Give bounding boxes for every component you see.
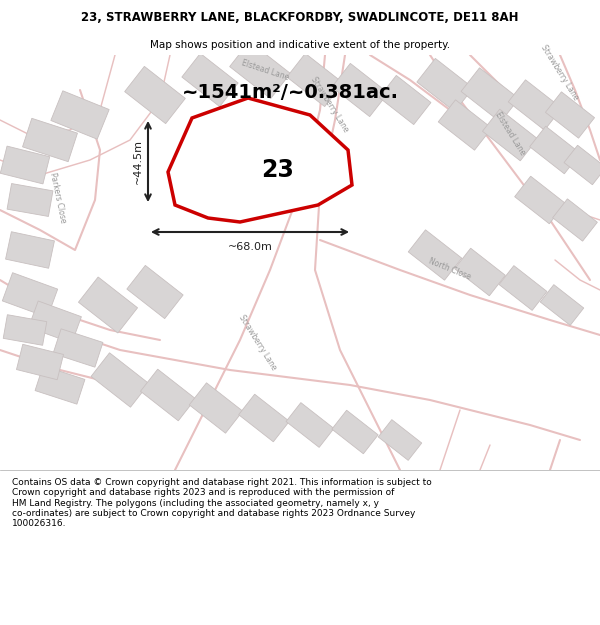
Polygon shape (515, 176, 565, 224)
Polygon shape (499, 266, 547, 311)
Polygon shape (168, 98, 352, 222)
Text: ~44.5m: ~44.5m (133, 139, 143, 184)
Polygon shape (35, 366, 85, 404)
Polygon shape (0, 146, 50, 184)
Polygon shape (332, 410, 378, 454)
Polygon shape (2, 272, 58, 318)
Text: Parkers Close: Parkers Close (48, 172, 68, 224)
Polygon shape (461, 68, 519, 122)
Polygon shape (482, 109, 538, 161)
Polygon shape (332, 63, 388, 117)
Text: ~68.0m: ~68.0m (227, 242, 272, 252)
Polygon shape (53, 329, 103, 367)
Polygon shape (564, 145, 600, 185)
Polygon shape (417, 58, 473, 112)
Polygon shape (408, 230, 462, 280)
Text: ~1541m²/~0.381ac.: ~1541m²/~0.381ac. (182, 82, 398, 101)
Polygon shape (239, 394, 289, 442)
Text: Contains OS data © Crown copyright and database right 2021. This information is : Contains OS data © Crown copyright and d… (12, 478, 432, 528)
Polygon shape (455, 248, 505, 296)
Polygon shape (23, 118, 77, 162)
Text: North Close: North Close (428, 257, 472, 282)
Polygon shape (553, 199, 598, 241)
Polygon shape (5, 232, 55, 268)
Polygon shape (91, 352, 149, 408)
Polygon shape (230, 41, 290, 99)
Polygon shape (51, 91, 109, 139)
Text: 23, STRAWBERRY LANE, BLACKFORDBY, SWADLINCOTE, DE11 8AH: 23, STRAWBERRY LANE, BLACKFORDBY, SWADLI… (81, 11, 519, 24)
Polygon shape (79, 277, 137, 333)
Text: 23: 23 (262, 158, 295, 182)
Text: Strawberry Lane: Strawberry Lane (310, 76, 350, 134)
Polygon shape (530, 126, 580, 174)
Polygon shape (125, 66, 185, 124)
Polygon shape (378, 419, 422, 461)
Polygon shape (16, 344, 64, 380)
Text: Strawberry Lane: Strawberry Lane (539, 44, 581, 102)
Polygon shape (140, 369, 196, 421)
Polygon shape (540, 284, 584, 326)
Polygon shape (286, 402, 334, 448)
Text: Elstead Lane: Elstead Lane (493, 111, 527, 157)
Polygon shape (287, 53, 343, 107)
Polygon shape (508, 80, 562, 130)
Polygon shape (182, 53, 238, 107)
Polygon shape (545, 92, 595, 138)
Text: Map shows position and indicative extent of the property.: Map shows position and indicative extent… (150, 39, 450, 49)
Polygon shape (7, 184, 53, 216)
Polygon shape (379, 76, 431, 124)
Polygon shape (3, 315, 47, 345)
Polygon shape (189, 382, 243, 433)
Polygon shape (127, 266, 183, 319)
Text: Strawberry Lane: Strawberry Lane (238, 314, 278, 372)
Text: Elstead Lane: Elstead Lane (240, 58, 290, 82)
Polygon shape (438, 100, 492, 150)
Polygon shape (29, 301, 82, 343)
